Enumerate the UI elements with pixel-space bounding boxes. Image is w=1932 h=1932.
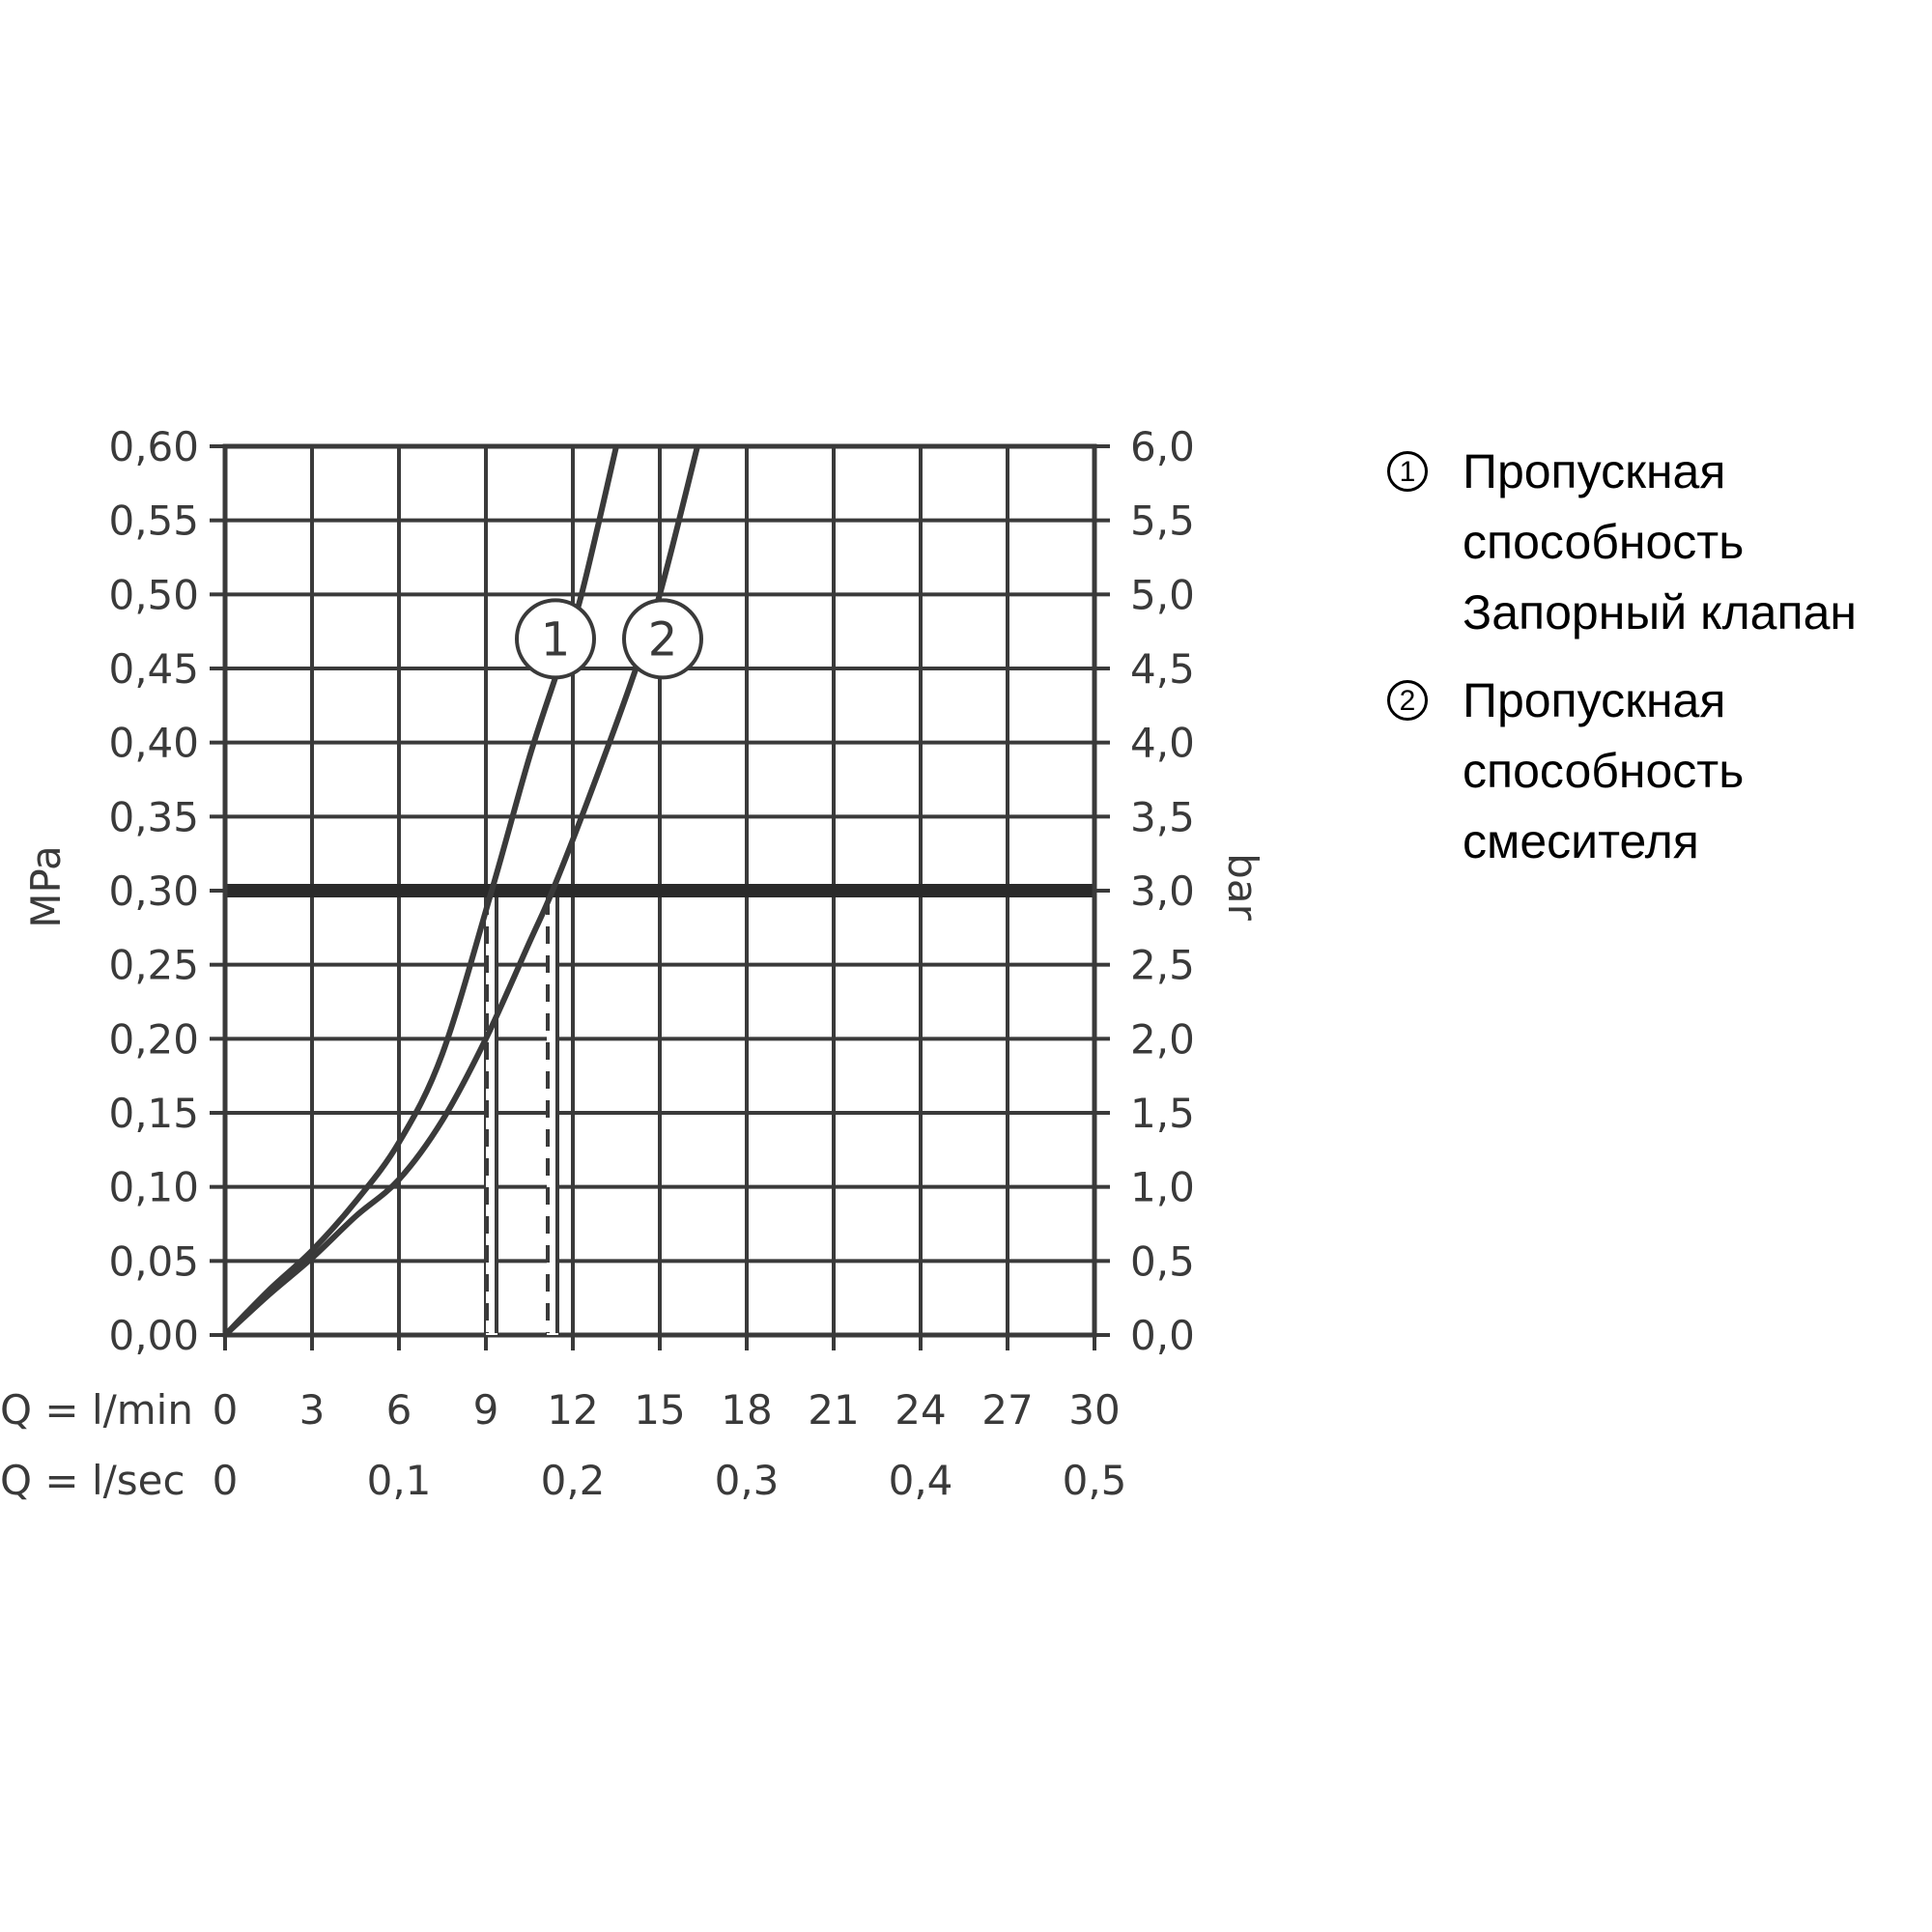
y-right-tick-label-4: 2,0 <box>1130 1015 1195 1063</box>
y-right-tick-label-8: 4,0 <box>1130 720 1195 767</box>
x-tick-label-1: 3 <box>299 1386 326 1434</box>
y-left-tick-label-5: 0,25 <box>108 942 199 989</box>
y-left-tick-label-9: 0,45 <box>108 645 199 693</box>
y-left-tick-label-6: 0,30 <box>108 867 199 915</box>
series-marker-label-2: 2 <box>648 612 678 667</box>
y-left-tick-label-2: 0,10 <box>108 1164 199 1211</box>
y-left-tick-label-7: 0,35 <box>108 793 199 840</box>
x-tick-label-9: 27 <box>981 1386 1033 1434</box>
y-right-tick-label-2: 1,0 <box>1130 1164 1195 1211</box>
x-tick-label-7: 21 <box>808 1386 859 1434</box>
y-right-tick-label-6: 3,0 <box>1130 867 1195 915</box>
x2-tick-label-2: 0,2 <box>541 1457 606 1504</box>
y-right-tick-label-10: 5,0 <box>1130 571 1195 618</box>
x-axis-title-lsec: Q = l/sec <box>0 1457 185 1504</box>
plot-frame <box>222 443 1097 1338</box>
y-left-tick-label-8: 0,40 <box>108 720 199 767</box>
y-right-tick-label-3: 1,5 <box>1130 1090 1195 1137</box>
x-tick-label-6: 18 <box>721 1386 772 1434</box>
y-right-tick-label-11: 5,5 <box>1130 497 1195 545</box>
y-right-tick-label-9: 4,5 <box>1130 645 1195 693</box>
x2-tick-label-0: 0 <box>213 1457 239 1504</box>
y-right-tick-label-1: 0,5 <box>1130 1237 1195 1285</box>
y-left-tick-label-10: 0,50 <box>108 571 199 618</box>
legend-1-line-3: Запорный клапан <box>1463 585 1857 639</box>
y-left-tick-label-1: 0,05 <box>108 1237 199 1285</box>
legend-1-line-1: Пропускная <box>1463 444 1726 498</box>
legend: 1 Пропускная способность Запорный клапан… <box>1383 437 1932 895</box>
dashed-drop-layer <box>485 897 559 1335</box>
y-right-tick-label-12: 6,0 <box>1130 423 1195 470</box>
x2-tick-label-4: 0,4 <box>889 1457 953 1504</box>
y-left-tick-label-11: 0,55 <box>108 497 199 545</box>
legend-1-line-2: способность <box>1463 515 1745 569</box>
y-left-tick-label-3: 0,15 <box>108 1090 199 1137</box>
tick-label-layer: 0 3 6 9 12 15 18 21 24 27 300 0,1 0,2 0,3 0,4 0,50,00 0,… <box>108 423 1194 1504</box>
y-left-tick-label-4: 0,20 <box>108 1015 199 1063</box>
y-left-tick-label-12: 0,60 <box>108 423 199 470</box>
x-tick-label-8: 24 <box>895 1386 946 1434</box>
x-tick-label-10: 30 <box>1068 1386 1120 1434</box>
legend-item-2: 2 Пропускная способность смесителя <box>1383 666 1932 877</box>
legend-2-line-3: смесителя <box>1463 814 1699 868</box>
y-right-tick-label-0: 0,0 <box>1130 1312 1195 1359</box>
x-tick-label-4: 12 <box>547 1386 598 1434</box>
series-marker-circle-1 <box>515 598 596 680</box>
x2-tick-label-5: 0,5 <box>1063 1457 1127 1504</box>
y-right-tick-label-7: 3,5 <box>1130 793 1195 840</box>
x-tick-label-2: 6 <box>386 1386 412 1434</box>
x-tick-label-3: 9 <box>473 1386 499 1434</box>
legend-number-1: 1 <box>1387 451 1428 492</box>
y-right-tick-label-5: 2,5 <box>1130 942 1195 989</box>
y-left-axis-title: MPa <box>22 845 70 927</box>
y-left-tick-label-0: 0,00 <box>108 1312 199 1359</box>
legend-item-1: 1 Пропускная способность Запорный клапан <box>1383 437 1932 648</box>
legend-2-line-1: Пропускная <box>1463 673 1726 727</box>
series-marker-label-1: 1 <box>541 612 571 667</box>
x2-tick-label-3: 0,3 <box>715 1457 780 1504</box>
x2-tick-label-1: 0,1 <box>367 1457 432 1504</box>
series-marker-circle-2 <box>622 598 703 680</box>
x-tick-label-5: 15 <box>634 1386 685 1434</box>
legend-2-line-2: способность <box>1463 744 1745 798</box>
x-tick-label-0: 0 <box>213 1386 239 1434</box>
legend-number-2: 2 <box>1387 680 1428 721</box>
x-axis-title-lmin: Q = l/min <box>0 1386 193 1434</box>
y-right-axis-title: bar <box>1219 853 1266 921</box>
